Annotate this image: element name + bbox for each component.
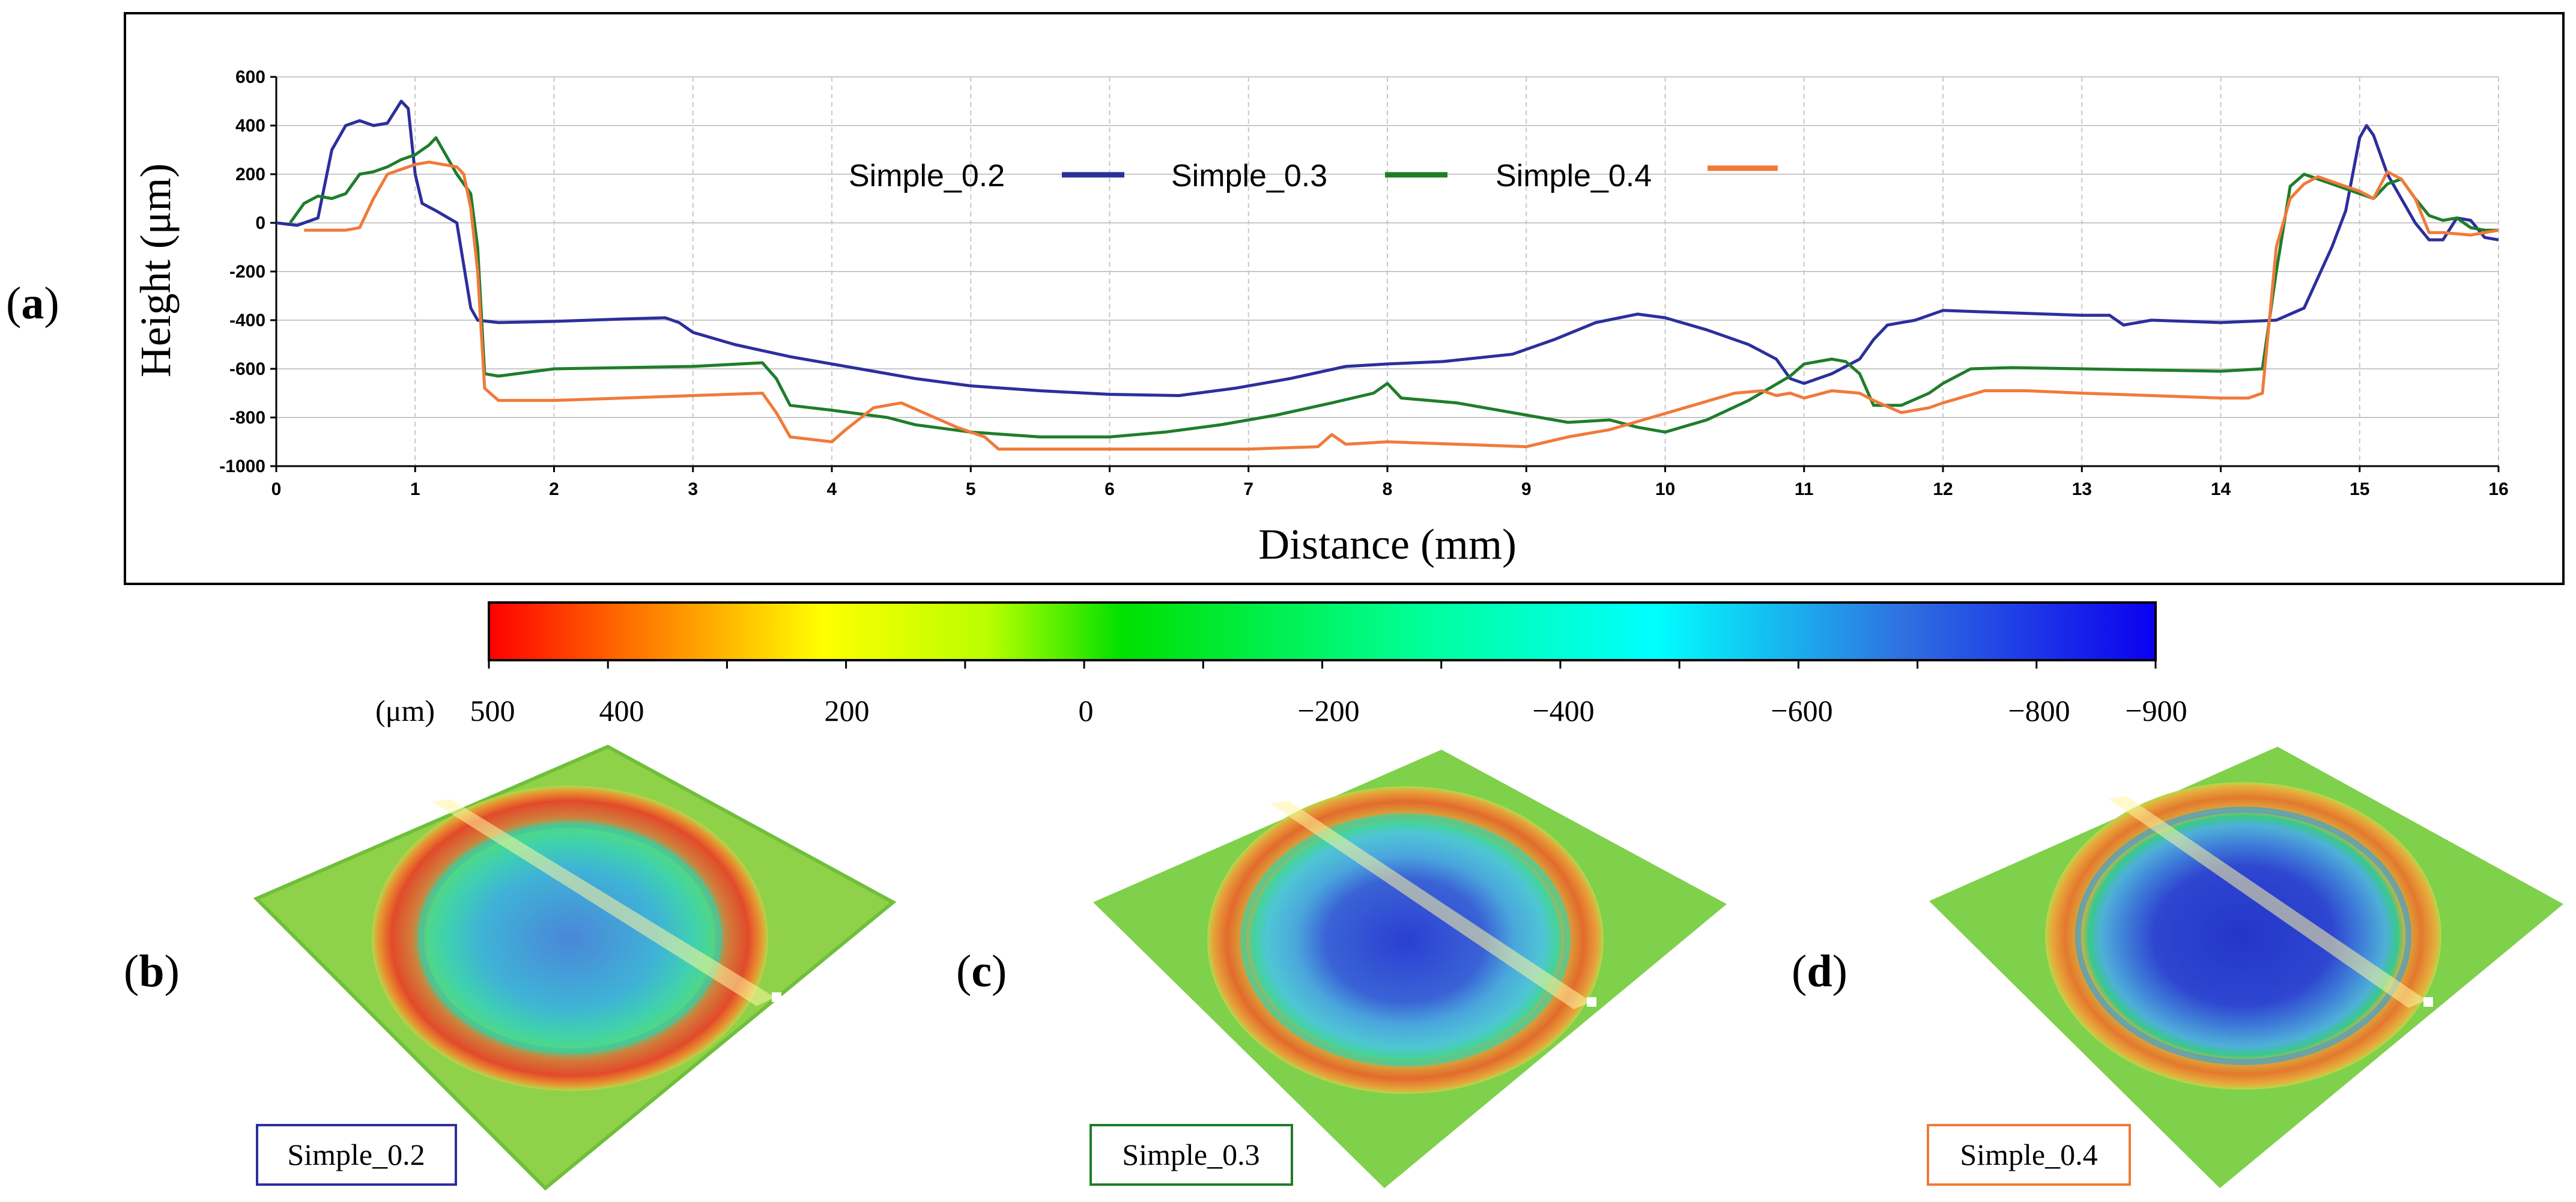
x-tick-label-8: 8 — [1383, 479, 1393, 499]
x-tick-label-4: 4 — [827, 479, 837, 499]
specimen-b-inner-ring — [418, 822, 722, 1054]
label-d-text: (d) — [1792, 946, 1847, 997]
label-c-text: (c) — [956, 946, 1007, 997]
colorbar: (μm) 500 400 200 0 −200 −400 −600 −800 −… — [375, 601, 2187, 727]
x-tick-label-3: 3 — [688, 479, 698, 499]
x-tick-label-15: 15 — [2350, 479, 2369, 499]
colorbar-label-neg900: −900 — [2125, 694, 2187, 727]
y-axis-title: Height (μm) — [132, 163, 180, 378]
x-tick-label-6: 6 — [1105, 479, 1115, 499]
sample-label-simple-0-2: Simple_0.2 — [287, 1138, 425, 1171]
x-tick-label-12: 12 — [1933, 479, 1953, 499]
label-a-text: (a) — [6, 278, 59, 329]
specimen-b-plate-edge — [253, 744, 897, 1191]
x-tick-label-7: 7 — [1243, 479, 1253, 499]
y-tick-label-neg400: -400 — [229, 311, 265, 330]
x-tick-label-0: 0 — [271, 479, 282, 499]
x-tick-label-11: 11 — [1795, 479, 1814, 499]
specimen-c-scan-line — [1270, 801, 1592, 1009]
colorbar-ticks — [488, 660, 2157, 669]
specimen-b-scan-marker — [772, 992, 781, 1002]
x-tick-label-13: 13 — [2072, 479, 2092, 499]
specimen-c-crater — [1207, 786, 1604, 1094]
label-c-open: ( — [956, 946, 971, 997]
specimen-d-scan-marker — [2423, 997, 2433, 1007]
label-a-letter: a — [21, 278, 44, 329]
legend-label-simple-0-4: Simple_0.4 — [1496, 159, 1652, 193]
label-d-letter: d — [1807, 946, 1832, 997]
x-axis-title: Distance (mm) — [1258, 520, 1517, 568]
y-tick-label-neg200: -200 — [229, 262, 265, 282]
x-tick-label-5: 5 — [966, 479, 976, 499]
label-d-open: ( — [1792, 946, 1807, 997]
label-c-close: ) — [992, 946, 1007, 997]
x-tick-label-10: 10 — [1655, 479, 1675, 499]
series-line-simple-0-3 — [289, 136, 2499, 439]
legend-label-simple-0-3: Simple_0.3 — [1171, 159, 1327, 193]
label-a-close: ) — [44, 278, 59, 329]
y-tick-label-0: 0 — [255, 213, 265, 233]
legend-label-simple-0-2: Simple_0.2 — [849, 159, 1005, 193]
x-tick-label-2: 2 — [549, 479, 559, 499]
colorbar-label-neg800: −800 — [2008, 694, 2070, 727]
specimen-b-scan-line — [432, 799, 775, 1006]
specimen-b-crater — [372, 786, 768, 1091]
panel-a-label: (a) — [6, 278, 59, 329]
panel-c: (c) Simple_0.3 — [956, 750, 1727, 1188]
panel-b: (b) Simple_0.2 — [124, 744, 897, 1191]
series-line-simple-0-4 — [304, 160, 2499, 451]
colorbar-label-0: 0 — [1079, 694, 1094, 727]
y-tick-label-600: 600 — [235, 67, 265, 87]
specimen-c-scan-marker — [1587, 997, 1596, 1007]
series-line-simple-0-2 — [276, 100, 2499, 397]
colorbar-label-200: 200 — [825, 694, 870, 727]
x-tick-label-16: 16 — [2488, 479, 2508, 499]
chart-series — [276, 100, 2499, 451]
chart-grid — [276, 76, 2499, 467]
colorbar-labels: 500 400 200 0 −200 −400 −600 −800 −900 — [470, 694, 2187, 727]
colorbar-gradient — [488, 601, 2157, 661]
label-b-text: (b) — [124, 946, 180, 997]
label-b-open: ( — [124, 946, 139, 997]
label-c-letter: c — [971, 946, 992, 997]
colorbar-unit: (μm) — [375, 694, 435, 727]
label-b-close: ) — [165, 946, 180, 997]
specimen-d-scan-line — [2108, 796, 2426, 1008]
label-d-close: ) — [1832, 946, 1847, 997]
y-tick-label-400: 400 — [235, 116, 265, 136]
colorbar-label-400: 400 — [599, 694, 644, 727]
y-tick-label-neg800: -800 — [229, 408, 265, 428]
x-tick-label-1: 1 — [410, 479, 420, 499]
y-tick-label-neg1000: -1000 — [219, 457, 265, 476]
sample-label-simple-0-3: Simple_0.3 — [1122, 1138, 1259, 1171]
x-tick-label-14: 14 — [2211, 479, 2231, 499]
colorbar-label-neg400: −400 — [1532, 694, 1594, 727]
colorbar-label-neg600: −600 — [1771, 694, 1832, 727]
colorbar-label-500: 500 — [470, 694, 515, 727]
specimen-d-inner-ring — [2075, 807, 2411, 1065]
specimen-d-crater — [2045, 782, 2441, 1090]
colorbar-label-neg200: −200 — [1297, 694, 1359, 727]
label-a-open: ( — [6, 278, 21, 329]
sample-box-simple-0-2 — [256, 1124, 457, 1186]
y-tick-label-200: 200 — [235, 165, 265, 184]
specimen-c-inner-ring — [1240, 813, 1571, 1067]
sample-box-simple-0-4 — [1927, 1124, 2131, 1186]
y-tick-label-neg600: -600 — [229, 359, 265, 379]
x-tick-label-9: 9 — [1521, 479, 1532, 499]
sample-box-simple-0-3 — [1089, 1124, 1293, 1186]
chart-frame — [124, 12, 2565, 585]
sample-label-simple-0-4: Simple_0.4 — [1960, 1138, 2097, 1171]
panel-d: (d) Simple_0.4 — [1792, 747, 2563, 1188]
label-b-letter: b — [139, 946, 164, 997]
chart-legend: Simple_0.2 Simple_0.3 Simple_0.4 — [849, 159, 1778, 193]
